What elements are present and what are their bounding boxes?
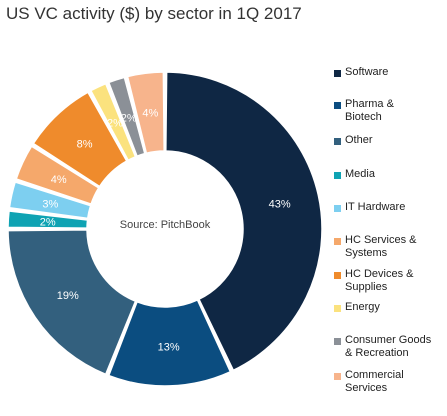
legend-label: Commercial Services — [345, 369, 404, 394]
slice-label-other: 19% — [57, 290, 79, 302]
legend-item-hc-devices-and-supplies: HC Devices & Supplies — [334, 268, 446, 294]
slice-label-it-hardware: 3% — [42, 198, 58, 210]
legend-label: Consumer Goods & Recreation — [345, 334, 432, 359]
slice-label-media: 2% — [40, 217, 56, 229]
slice-it-hardware — [8, 181, 92, 220]
legend-item-hc-services-and-systems: HC Services & Systems — [334, 234, 446, 260]
legend-swatch — [334, 305, 341, 312]
slice-commercial-services — [126, 71, 165, 155]
legend-item-software: Software — [334, 66, 446, 79]
legend-label: Other — [345, 134, 373, 146]
legend-swatch — [334, 102, 341, 109]
legend-item-commercial-services: Commercial Services — [334, 369, 446, 395]
slice-media — [7, 210, 89, 229]
slice-pharma-and-biotech — [107, 298, 232, 387]
legend-item-pharma-and-biotech: Pharma & Biotech — [334, 98, 446, 124]
slice-software — [165, 71, 323, 372]
legend-label: Energy — [345, 301, 380, 313]
slice-label-pharma-and-biotech: 13% — [158, 341, 180, 353]
legend-item-it-hardware: IT Hardware — [334, 201, 446, 214]
slice-hc-devices-and-supplies — [32, 91, 128, 188]
donut-chart: 43%13%19%2%3%4%8%2%2% 4% Source: PitchBoo… — [7, 71, 323, 387]
slice-label-consumer-goods-and-recreation: 2% — [121, 112, 137, 124]
slice-hc-services-and-systems — [15, 145, 100, 206]
legend-swatch — [334, 373, 341, 380]
slice-label-hc-services-and-systems: 4% — [51, 174, 67, 186]
legend: Software Pharma & Biotech Other Media IT Har… — [334, 0, 446, 416]
legend-swatch — [334, 172, 341, 179]
slice-other — [7, 229, 137, 376]
slice-label-software: 43% — [269, 198, 291, 210]
legend-label: HC Devices & Supplies — [345, 268, 414, 293]
legend-label: HC Services & Systems — [345, 234, 417, 259]
legend-label: Software — [345, 66, 389, 78]
slice-label-hc-devices-and-supplies: 8% — [77, 138, 93, 150]
legend-swatch — [334, 70, 341, 77]
slice-label-energy: 2% — [107, 118, 123, 130]
legend-swatch — [334, 205, 341, 212]
slice-energy — [89, 82, 137, 162]
slice-consumer-goods-and-recreation — [107, 76, 146, 158]
chart-title: US VC activity ($) by sector in 1Q 2017 — [6, 4, 302, 23]
legend-swatch — [334, 138, 341, 145]
legend-swatch — [334, 272, 341, 279]
legend-item-consumer-goods-and-recreation: Consumer Goods & Recreation — [334, 334, 446, 360]
legend-item-other: Other — [334, 134, 446, 147]
legend-label: IT Hardware — [345, 201, 406, 213]
legend-label: Media — [345, 168, 375, 180]
legend-swatch — [334, 338, 341, 345]
center-source-note: Source: PitchBook — [120, 219, 211, 231]
legend-swatch — [334, 238, 341, 245]
legend-label: Pharma & Biotech — [345, 98, 394, 123]
legend-item-energy: Energy — [334, 301, 446, 314]
legend-item-media: Media — [334, 168, 446, 181]
slice-label-commercial-services: 4% — [142, 107, 158, 119]
